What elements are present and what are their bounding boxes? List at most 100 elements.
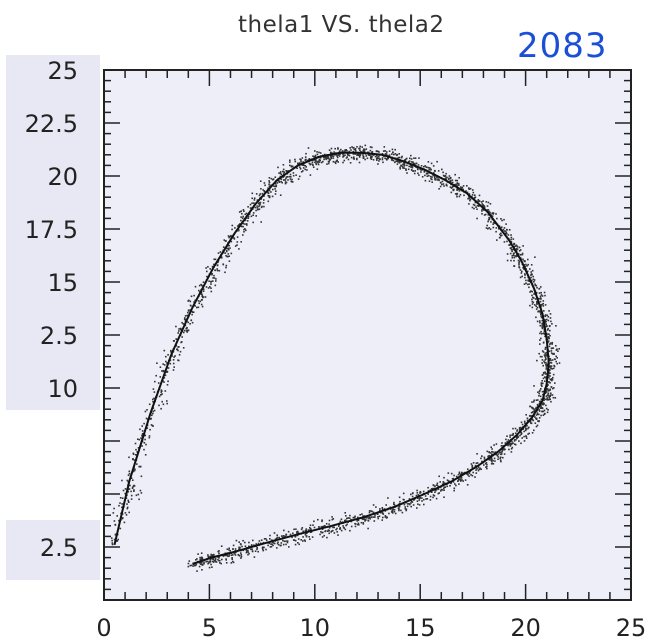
scatter-point [211,560,214,563]
scatter-point [511,446,514,449]
scatter-point [141,434,144,437]
scatter-point [252,221,254,224]
scatter-point [430,488,433,490]
scatter-point [217,558,219,561]
scatter-point [539,295,542,298]
scatter-point [524,273,526,275]
scatter-point [549,372,551,374]
scatter-point [326,163,328,165]
scatter-point [540,298,542,300]
scatter-point [336,154,339,156]
scatter-point [552,373,555,376]
scatter-point [426,173,428,175]
scatter-point [334,162,337,165]
scatter-point [552,396,555,399]
scatter-point [177,349,179,352]
scatter-point [359,147,361,150]
scatter-point [199,563,202,565]
scatter-point [248,545,250,548]
scatter-point [146,409,148,411]
scatter-point [517,252,520,255]
scatter-point [324,153,326,156]
scatter-point [531,303,534,305]
scatter-point [193,294,195,297]
scatter-point [140,437,142,439]
scatter-point [360,521,363,524]
scatter-point [255,543,257,545]
scatter-point [487,218,490,221]
scatter-point [488,210,490,213]
scatter-point [370,516,373,519]
scatter-point [294,158,296,161]
scatter-point [474,196,477,198]
scatter-point [393,153,395,156]
scatter-point [454,483,456,485]
scatter-point [518,261,521,263]
scatter-point [466,191,469,194]
scatter-point [403,503,406,506]
scatter-point [493,444,495,446]
scatter-point [328,523,330,525]
scatter-point [213,553,215,556]
scatter-point [292,532,294,535]
scatter-point [211,265,214,268]
scatter-point [158,404,160,407]
scatter-point [555,345,557,347]
scatter-point [417,494,419,496]
scatter-point [297,538,300,540]
scatter-point [240,219,242,222]
scatter-point [357,153,360,155]
scatter-point [382,513,385,515]
scatter-point [391,148,394,151]
scatter-point [416,167,419,170]
scatter-point [337,148,339,150]
scatter-point [516,430,518,432]
scatter-point [263,182,266,184]
y-tick-label: 22.5 [25,110,78,138]
scatter-point [394,153,397,155]
scatter-point [171,355,173,357]
scatter-point [352,157,355,160]
scatter-point [431,487,434,490]
scatter-point [254,550,257,552]
scatter-point [401,511,404,514]
scatter-point [378,155,380,158]
scatter-point [249,207,252,209]
scatter-point [398,496,401,499]
scatter-point [314,161,316,164]
scatter-point [413,157,415,159]
scatter-point [283,171,285,173]
x-tick-labels: 0 5 10 15 20 25 [96,614,646,642]
scatter-point [309,538,311,540]
scatter-point [410,502,412,504]
scatter-point [277,166,279,169]
scatter-point [128,456,130,459]
scatter-point [247,215,250,218]
scatter-point [432,174,434,177]
scatter-point [531,418,534,421]
scatter-point [122,489,125,492]
scatter-point [538,400,541,403]
scatter-point [153,397,155,400]
scatter-point [435,488,438,491]
scatter-point [533,410,536,412]
scatter-point [516,255,518,257]
scatter-point [549,343,551,345]
scatter-point [542,414,545,416]
scatter-point [482,200,484,202]
scatter-point [418,174,420,176]
y-tick-label: 15 [47,269,78,297]
scatter-point [490,459,493,462]
scatter-point [511,434,513,436]
scatter-point [210,555,213,557]
scatter-point [334,147,336,150]
scatter-point [208,280,210,282]
scatter-point [532,296,534,299]
scatter-point [476,453,478,455]
scatter-point [394,512,397,515]
scatter-point [477,199,480,201]
scatter-point [174,355,176,357]
scatter-point [467,468,469,470]
scatter-point [161,390,163,392]
scatter-point [529,291,531,293]
